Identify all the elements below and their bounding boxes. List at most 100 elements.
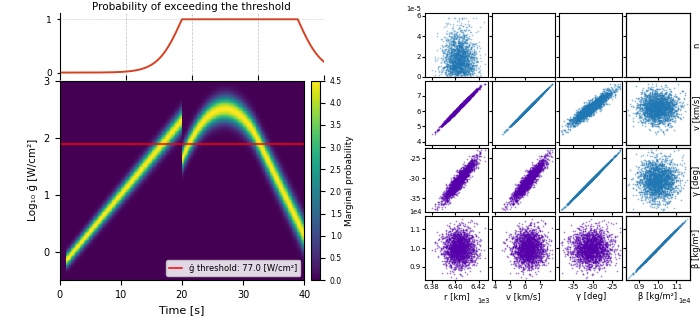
Point	[531, 253, 542, 258]
Point	[577, 186, 588, 192]
Point	[455, 69, 466, 74]
Point	[449, 241, 461, 246]
Point	[527, 171, 538, 176]
Point	[526, 102, 537, 107]
Point	[447, 187, 458, 192]
Point	[577, 111, 588, 116]
Point	[511, 185, 522, 191]
Point	[588, 175, 599, 180]
Point	[453, 176, 464, 182]
Point	[636, 97, 648, 102]
Point	[582, 113, 594, 118]
Point	[437, 236, 448, 241]
Point	[596, 234, 607, 240]
Point	[461, 177, 472, 182]
Point	[577, 235, 588, 240]
Point	[456, 104, 467, 109]
Point	[440, 243, 452, 248]
Point	[634, 264, 645, 269]
Point	[532, 233, 543, 238]
Point	[456, 273, 468, 279]
Point	[587, 239, 598, 244]
Point	[452, 55, 463, 61]
Point	[662, 236, 673, 242]
Point	[650, 89, 662, 94]
Point	[667, 182, 678, 187]
Point	[648, 250, 659, 255]
Point	[468, 220, 480, 225]
Point	[457, 101, 468, 107]
Point	[643, 112, 655, 117]
Point	[514, 188, 525, 193]
Point	[579, 246, 590, 251]
Point	[595, 97, 606, 102]
Point	[534, 241, 545, 246]
Point	[452, 186, 463, 192]
Point	[502, 254, 513, 259]
Point	[460, 62, 471, 67]
Point	[630, 113, 641, 118]
Point	[648, 108, 659, 113]
Point	[652, 112, 663, 117]
Point	[654, 191, 666, 196]
Point	[612, 84, 623, 90]
Point	[646, 101, 657, 106]
Point	[597, 97, 608, 102]
Point	[447, 112, 458, 117]
Point	[442, 63, 453, 69]
Point	[572, 251, 583, 257]
Point	[669, 102, 680, 107]
Point	[444, 71, 455, 76]
Point	[653, 245, 664, 250]
Point	[587, 175, 598, 181]
Point	[521, 249, 532, 254]
Point	[456, 57, 468, 62]
Point	[569, 194, 580, 199]
Point	[451, 180, 462, 185]
Point	[447, 235, 458, 241]
Point	[440, 241, 451, 246]
Point	[568, 121, 579, 127]
Point	[573, 120, 584, 125]
Point	[468, 57, 480, 62]
Point	[633, 175, 644, 180]
Point	[430, 240, 441, 245]
Point	[455, 230, 466, 235]
Point	[596, 167, 607, 173]
Point	[593, 105, 604, 110]
Point	[461, 173, 472, 178]
Point	[593, 170, 604, 175]
Point	[452, 178, 463, 183]
Point	[461, 179, 472, 184]
Point	[569, 194, 580, 199]
Point	[522, 178, 533, 183]
Point	[572, 191, 583, 196]
Point	[457, 251, 468, 257]
Point	[665, 165, 676, 170]
Point	[651, 182, 662, 187]
Point	[645, 180, 656, 185]
Point	[449, 39, 461, 44]
Point	[638, 193, 649, 198]
Point	[522, 107, 533, 112]
Point	[659, 124, 671, 129]
Point	[661, 115, 672, 120]
Point	[570, 192, 582, 197]
Point	[456, 175, 468, 180]
Point	[437, 123, 448, 128]
Point	[522, 182, 533, 187]
Point	[652, 180, 664, 185]
Point	[514, 114, 526, 119]
Point	[454, 106, 466, 111]
Point	[524, 183, 535, 188]
Point	[580, 183, 591, 188]
Point	[449, 192, 460, 197]
Point	[452, 182, 463, 187]
Point	[575, 117, 587, 122]
Point	[573, 190, 584, 195]
Point	[596, 167, 607, 173]
Point	[570, 192, 582, 197]
Point	[465, 253, 476, 258]
Point	[647, 251, 658, 256]
Point	[598, 247, 610, 252]
